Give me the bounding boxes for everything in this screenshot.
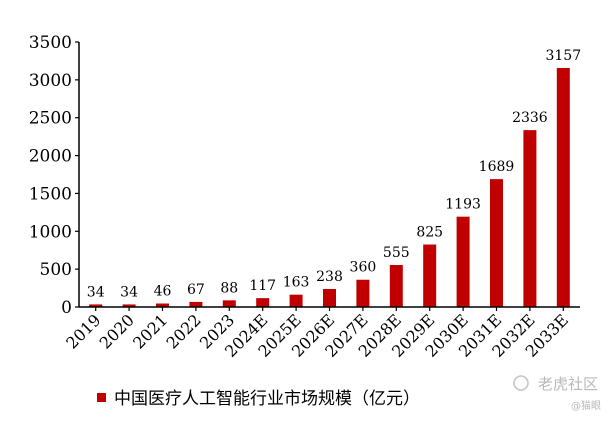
y-tick-label: 1000 <box>29 222 72 242</box>
bar <box>423 244 437 307</box>
watermark: 老虎社区 @猫眼 <box>513 375 601 412</box>
watermark-handle: @猫眼 <box>571 399 601 412</box>
y-tick-label: 1500 <box>29 184 72 204</box>
bar <box>490 179 503 307</box>
bar <box>523 130 537 307</box>
y-tick-label: 3000 <box>29 71 72 91</box>
y-tick-label: 2500 <box>29 109 72 129</box>
x-tick-label: 2020 <box>96 310 138 352</box>
x-tick-label: 2022 <box>163 310 205 352</box>
data-label: 163 <box>283 275 310 291</box>
data-label: 88 <box>220 280 238 296</box>
watermark-brand: 老虎社区 <box>538 375 598 393</box>
data-label: 1689 <box>479 159 515 175</box>
bar <box>323 288 336 307</box>
legend-swatch <box>97 393 106 402</box>
x-tick-label: 2021 <box>129 310 171 352</box>
data-label: 117 <box>249 278 276 294</box>
bar <box>456 216 470 307</box>
bar <box>222 300 236 307</box>
bar <box>356 279 370 307</box>
data-label: 3157 <box>545 48 581 64</box>
bar <box>189 301 203 307</box>
bar <box>156 303 169 307</box>
data-label: 1193 <box>445 197 481 213</box>
bar <box>122 304 136 307</box>
y-tick-label: 0 <box>61 298 72 318</box>
y-tick-label: 3500 <box>29 33 72 53</box>
data-label: 555 <box>383 245 410 261</box>
watermark-logo-icon <box>513 375 529 391</box>
bar <box>289 294 303 307</box>
data-label: 67 <box>187 282 205 298</box>
data-label: 2336 <box>512 110 548 126</box>
bar <box>256 298 270 307</box>
bar <box>389 264 403 307</box>
data-label: 825 <box>416 225 443 241</box>
data-label: 34 <box>87 284 105 300</box>
y-axis: 0 500 1000 1500 2000 2500 3000 3500 <box>29 33 80 318</box>
x-axis: 201920202021202220232024E2025E2026E2027E… <box>62 306 580 361</box>
data-label: 360 <box>350 260 377 276</box>
y-tick-label: 2000 <box>29 147 72 167</box>
data-label: 46 <box>154 284 172 300</box>
data-label: 34 <box>120 284 138 300</box>
bar <box>89 304 103 307</box>
legend-label: 中国医疗人工智能行业市场规模（亿元） <box>114 389 420 409</box>
bar <box>556 67 570 307</box>
y-tick-label: 500 <box>40 260 72 280</box>
legend: 中国医疗人工智能行业市场规模（亿元） <box>97 389 420 409</box>
data-label: 238 <box>316 269 343 285</box>
